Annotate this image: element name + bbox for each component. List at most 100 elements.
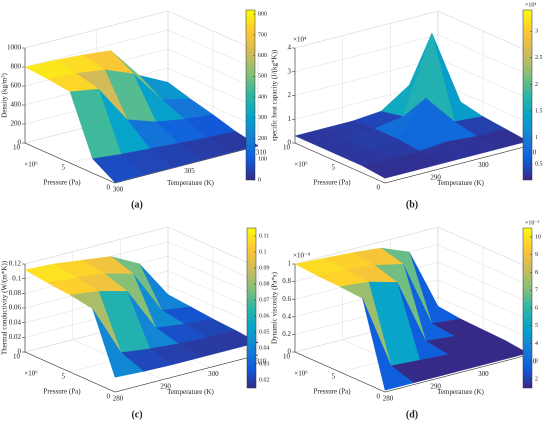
y-axis-label: Pressure (Pa) — [43, 179, 81, 187]
panel-label: (c) — [131, 409, 142, 420]
x-tick-label: 300 — [478, 370, 489, 378]
y-tick-label: 10 — [283, 144, 291, 152]
colorbar-tick-label: 0.07 — [259, 297, 270, 303]
x-tick-label: 280 — [383, 395, 394, 403]
z-tick-label: 0 — [18, 139, 22, 147]
colorbar-tick-label: 600 — [258, 53, 267, 59]
z-tick-label: 2 — [288, 91, 292, 99]
colorbar-exponent: ×10⁻⁵ — [525, 220, 540, 226]
y-tick-label: 5 — [332, 164, 336, 172]
x-axis-label: Temperature (K) — [167, 388, 214, 396]
y-tick-label: 0 — [107, 184, 111, 192]
surface-cell — [362, 298, 414, 391]
colorbar-tick-label: 3 — [535, 359, 538, 365]
y-axis-label: Pressure (Pa) — [313, 179, 351, 187]
z-tick-label: 200 — [11, 120, 22, 128]
x-tick-label: 305 — [184, 167, 195, 175]
y-tick-label: 0 — [107, 393, 111, 401]
z-tick-label: 0.12 — [9, 260, 22, 268]
colorbar-tick-label: 200 — [258, 136, 267, 142]
colorbar-tick-label: 1 — [535, 135, 538, 141]
x-tick-label: 310 — [256, 149, 267, 157]
z-tick-label: 0.2 — [282, 330, 291, 338]
z-tick-label: 0.02 — [9, 333, 22, 341]
panel: 0 0.02 0.04 0.06 0.08 0.1 0.12 280 290 300 310 0 5 10… — [1, 226, 270, 420]
axis-line — [24, 264, 259, 393]
colorbar-tick-label: 0.05 — [259, 329, 270, 335]
x-axis-label: Temperature (K) — [437, 388, 484, 396]
axis-line — [294, 48, 529, 184]
z-tick-label: 0.8 — [282, 277, 291, 285]
panel-label: (a) — [131, 199, 143, 210]
panel-label: (b) — [406, 199, 418, 210]
y-tick-label: 5 — [62, 164, 66, 172]
z-tick-label: 600 — [11, 82, 22, 90]
z-tick-label: 1 — [288, 115, 292, 123]
colorbar-tick-label: 0.02 — [259, 377, 270, 383]
colorbar-tick-label: 0.08 — [259, 281, 270, 287]
colorbar-tick-label: 0.03 — [259, 361, 270, 367]
z-tick-label: 4 — [288, 44, 292, 52]
y-tick-label: 10 — [13, 144, 21, 152]
z-tick-label: 0.4 — [282, 312, 291, 320]
colorbar-exponent: ×10⁴ — [525, 2, 536, 8]
colorbar-tick-label: 2 — [535, 82, 538, 88]
panel: 00.20.40.60.812802903003100510Dynamic vi… — [271, 220, 541, 420]
colorbar-tick-label: 6 — [535, 305, 538, 311]
x-tick-label: 290 — [160, 382, 171, 390]
x-tick-label: 300 — [478, 161, 489, 169]
z-exponent: ×10⁻⁴ — [293, 252, 311, 260]
colorbar — [522, 9, 533, 181]
z-tick-label: 0.04 — [9, 318, 22, 326]
surface-cell — [92, 308, 144, 378]
colorbar-tick-label: 800 — [258, 12, 267, 18]
z-tick-label: 1000 — [7, 44, 22, 52]
colorbar-tick-label: 9 — [535, 252, 538, 258]
y-axis-label: Pressure (Pa) — [313, 388, 351, 396]
colorbar-tick-label: 5 — [535, 323, 538, 329]
colorbar-tick-label: 0.04 — [259, 345, 270, 351]
z-tick-label: 0 — [18, 348, 22, 356]
y-exponent: ×10⁶ — [24, 161, 38, 169]
colorbar-tick-label: 700 — [258, 32, 267, 38]
z-tick-label: 800 — [11, 63, 22, 71]
colorbar-tick-label: 3 — [535, 29, 538, 35]
y-tick-label: 5 — [62, 373, 66, 381]
surface-cell — [92, 153, 144, 183]
z-tick-label: 400 — [11, 101, 22, 109]
colorbar-tick-label: 500 — [258, 74, 267, 80]
colorbar-tick-label: 1.5 — [535, 108, 543, 114]
x-tick-label: 300 — [208, 370, 219, 378]
axis-line — [24, 48, 259, 184]
colorbar-tick-label: 2.5 — [535, 55, 543, 61]
z-tick-label: 1 — [288, 260, 292, 268]
z-tick-label: 0.1 — [12, 274, 21, 282]
colorbar-tick-label: 0.5 — [535, 161, 543, 167]
colorbar-tick-label: 0 — [258, 177, 261, 183]
z-axis-label: Dynamic viscosity (Pa*s) — [271, 271, 279, 344]
surface-cell — [362, 158, 414, 179]
colorbar-tick-label: 0.1 — [259, 249, 267, 255]
colorbar-tick-label: 100 — [258, 157, 267, 163]
panel: 012342903003100510specific heat capacity… — [271, 2, 543, 210]
y-axis-label: Pressure (Pa) — [43, 388, 81, 396]
colorbar — [245, 9, 256, 181]
z-axis-label: Density (kg/m³) — [1, 72, 9, 117]
x-tick-label: 300 — [113, 186, 124, 194]
colorbar-tick-label: 8 — [535, 270, 538, 276]
colorbar-tick-label: 10 — [535, 234, 541, 240]
z-tick-label: 0.6 — [282, 295, 291, 303]
colorbar-tick-label: 400 — [258, 94, 267, 100]
y-exponent: ×10⁶ — [294, 161, 308, 169]
y-exponent: ×10⁶ — [294, 370, 308, 378]
x-tick-label: 290 — [430, 382, 441, 390]
panel-label: (d) — [406, 409, 418, 420]
x-tick-label: 290 — [430, 173, 441, 181]
colorbar-tick-label: 4 — [535, 341, 538, 347]
z-exponent: ×10⁴ — [293, 36, 307, 44]
y-tick-label: 5 — [332, 373, 336, 381]
y-exponent: ×10⁶ — [24, 370, 38, 378]
colorbar-tick-label: 0.09 — [259, 265, 270, 271]
